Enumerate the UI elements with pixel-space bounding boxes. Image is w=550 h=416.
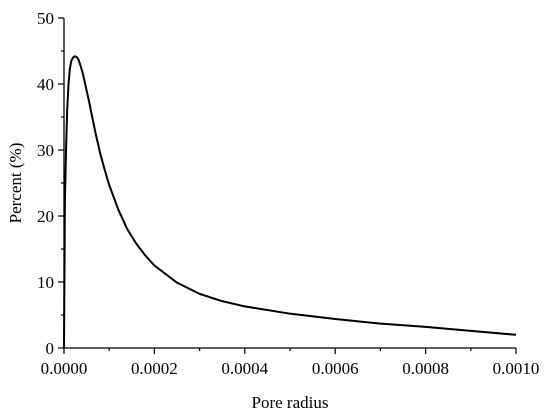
y-tick-label: 20: [37, 207, 54, 226]
y-axis-title: Percent (%): [6, 143, 25, 224]
x-tick-label: 0.0006: [312, 359, 359, 378]
x-axis-title: Pore radius: [252, 393, 329, 412]
x-tick-label: 0.0010: [493, 359, 540, 378]
y-tick-label: 10: [37, 273, 54, 292]
series-line: [63, 55, 517, 349]
x-tick-label: 0.0002: [131, 359, 178, 378]
x-tick-label: 0.0004: [221, 359, 268, 378]
x-tick-label: 0.0008: [402, 359, 449, 378]
x-tick-label: 0.0000: [41, 359, 88, 378]
y-tick-label: 30: [37, 141, 54, 160]
y-tick-label: 40: [37, 75, 54, 94]
y-tick-label: 50: [37, 9, 54, 28]
y-tick-label: 0: [46, 339, 55, 358]
y-axis: 0 10 20 30 40 50: [37, 9, 65, 358]
x-axis: 0.0000 0.0002 0.0004 0.0006 0.0008 0.0010: [41, 347, 540, 378]
series-group: [63, 55, 517, 349]
